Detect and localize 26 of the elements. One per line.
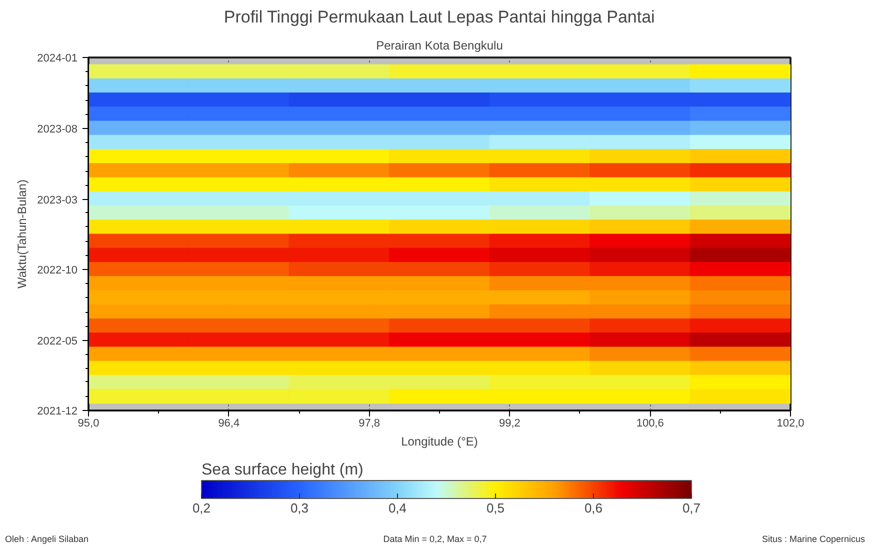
x-tick-label: 97,8: [358, 418, 380, 430]
y-tick-label: 2024-01: [37, 52, 78, 64]
color-bar-label: 0,7: [682, 500, 701, 516]
y-tick-label: 2023-03: [37, 194, 78, 206]
x-tick-label: 100,6: [636, 418, 664, 430]
y-tick-label: 2022-10: [37, 264, 78, 276]
y-tick-label: 2021-12: [37, 406, 78, 418]
color-bar-label: 0,3: [290, 500, 309, 516]
x-tick-label: 96,4: [218, 418, 240, 430]
x-tick-label: 95,0: [78, 418, 100, 430]
chart-subtitle: Perairan Kota Bengkulu: [376, 38, 503, 52]
color-bar-title: Sea surface height (m): [202, 462, 364, 478]
x-tick-label: 99,2: [498, 418, 520, 430]
text: Situs : Marine Copernicus: [762, 533, 865, 546]
chart-title: Profil Tinggi Permukaan Laut Lepas Pantai hingga Pantai: [224, 8, 655, 26]
color-bar-label: 0,6: [584, 500, 603, 516]
x-tick-label: 102,0: [776, 418, 804, 430]
y-axis-title: Waktu(Tahun-Bulan): [15, 180, 30, 288]
text: Data Min = 0,2, Max = 0,7: [383, 533, 487, 546]
text: Oleh : Angeli Silaban: [5, 533, 89, 546]
x-axis-title: Longitude (°E): [401, 434, 478, 448]
color-bar-label: 0,2: [192, 500, 211, 516]
y-tick-label: 2023-08: [37, 123, 78, 136]
color-bar-label: 0,5: [486, 500, 505, 516]
y-tick-label: 2022-05: [37, 335, 78, 348]
color-bar-label: 0,4: [388, 500, 407, 516]
